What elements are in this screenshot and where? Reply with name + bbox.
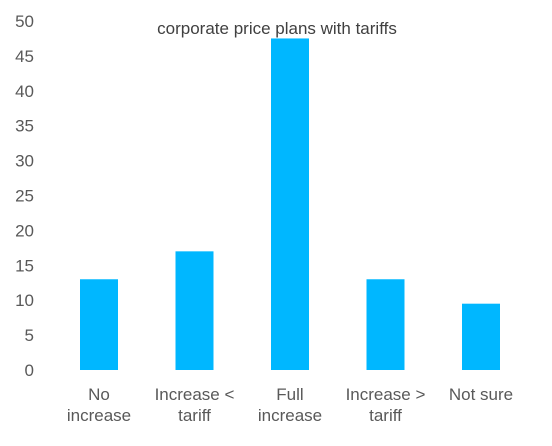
y-tick-label: 15 bbox=[15, 256, 34, 275]
x-category-label-line: Not sure bbox=[449, 385, 513, 404]
y-tick-label: 50 bbox=[15, 12, 34, 31]
x-category-label-line: increase bbox=[67, 406, 131, 425]
y-tick-label: 0 bbox=[25, 361, 34, 380]
bar bbox=[366, 279, 405, 370]
x-category-label: No increase bbox=[67, 385, 131, 425]
bar bbox=[80, 279, 118, 370]
y-tick-label: 20 bbox=[15, 221, 34, 240]
x-category-label: Full increase bbox=[258, 385, 322, 425]
x-category-label: Increase < tariff bbox=[155, 385, 235, 425]
x-category-label-line: No bbox=[88, 385, 110, 404]
y-tick-label: 40 bbox=[15, 82, 34, 101]
y-axis: 0 5 10 15 20 25 30 35 40 45 50 bbox=[15, 12, 34, 380]
x-category-label-line: tariff bbox=[178, 406, 211, 425]
bar bbox=[175, 251, 214, 370]
x-axis: No increase Increase < tariff Full increase In… bbox=[67, 385, 513, 425]
chart-title: corporate price plans with tariffs bbox=[157, 19, 397, 38]
x-category-label-line: Increase > bbox=[346, 385, 426, 404]
bar bbox=[462, 303, 500, 370]
x-category-label: Increase > tariff bbox=[346, 385, 426, 425]
bar bbox=[271, 38, 309, 370]
y-tick-label: 25 bbox=[15, 187, 34, 206]
x-category-label-line: tariff bbox=[369, 406, 402, 425]
x-category-label-line: Full bbox=[276, 385, 303, 404]
y-tick-label: 45 bbox=[15, 47, 34, 66]
y-tick-label: 35 bbox=[15, 117, 34, 136]
bars-group bbox=[80, 38, 500, 370]
y-tick-label: 5 bbox=[25, 326, 34, 345]
x-category-label-line: Increase < bbox=[155, 385, 235, 404]
x-category-label: Not sure bbox=[449, 385, 513, 404]
y-tick-label: 30 bbox=[15, 152, 34, 171]
x-category-label-line: increase bbox=[258, 406, 322, 425]
y-tick-label: 10 bbox=[15, 291, 34, 310]
